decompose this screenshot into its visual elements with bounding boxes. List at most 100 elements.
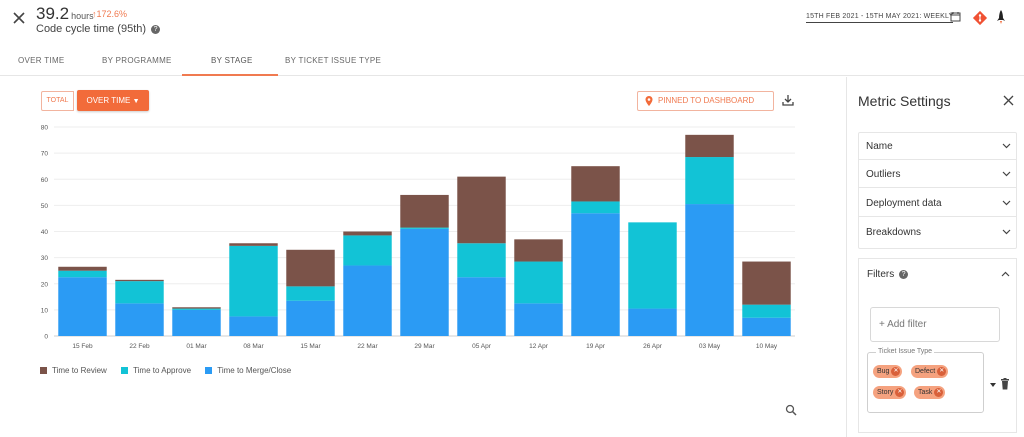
accordion-label: Name	[866, 141, 893, 152]
bar-segment[interactable]	[400, 228, 449, 336]
bar-segment[interactable]	[742, 304, 791, 318]
y-tick-label: 20	[41, 281, 49, 288]
chevron-down-icon	[1002, 229, 1011, 235]
x-tick-label: 15 Mar	[300, 343, 321, 350]
bar-segment[interactable]	[58, 277, 107, 336]
chip-remove-icon[interactable]: ✕	[895, 388, 905, 397]
bar-segment[interactable]	[172, 308, 221, 310]
bar-segment[interactable]	[628, 222, 677, 309]
info-icon[interactable]: ?	[899, 269, 909, 279]
bar-segment[interactable]	[514, 239, 563, 262]
metric-title: Code cycle time (95th) ?	[36, 23, 161, 35]
bar-segment[interactable]	[343, 235, 392, 266]
bar-segment[interactable]	[229, 245, 278, 317]
x-tick-label: 19 Apr	[586, 343, 606, 350]
chip-remove-icon[interactable]: ✕	[891, 367, 901, 376]
chip-remove-icon[interactable]: ✕	[934, 388, 944, 397]
bar-segment[interactable]	[571, 166, 620, 202]
bar-segment[interactable]	[229, 243, 278, 246]
legend-item-review[interactable]: Time to Review	[40, 366, 107, 375]
accordion-name[interactable]: Name	[858, 132, 1017, 160]
bar-segment[interactable]	[343, 265, 392, 336]
filters-header[interactable]: Filters ?	[867, 269, 909, 280]
bar-segment[interactable]	[742, 261, 791, 305]
chip-remove-icon[interactable]: ✕	[937, 367, 947, 376]
trend-value: ↑172.6%	[92, 9, 128, 19]
x-tick-label: 05 Apr	[472, 343, 492, 350]
filter-chip-story: Story ✕	[873, 386, 907, 399]
dropdown-arrow-icon[interactable]	[990, 383, 996, 387]
bar-segment[interactable]	[229, 316, 278, 336]
chip-label: Bug	[877, 368, 890, 375]
download-icon[interactable]	[781, 93, 795, 107]
bar-segment[interactable]	[58, 270, 107, 278]
x-tick-label: 22 Feb	[129, 343, 150, 350]
trash-icon[interactable]	[1000, 378, 1010, 390]
bar-segment[interactable]	[115, 279, 164, 282]
ticket-issue-type-select[interactable]: Ticket Issue Type Bug ✕ Defect ✕ Story ✕…	[867, 348, 984, 413]
over-time-dropdown-button[interactable]: OVER TIME ▼	[77, 90, 149, 111]
bar-segment[interactable]	[571, 213, 620, 336]
rocket-icon[interactable]	[992, 8, 1010, 26]
date-range-picker[interactable]: 15TH FEB 2021 - 15TH MAY 2021: WEEKLY	[806, 13, 954, 23]
accordion-outliers[interactable]: Outliers	[858, 160, 1017, 188]
bar-segment[interactable]	[400, 194, 449, 228]
pinned-to-dashboard-button[interactable]: PINNED TO DASHBOARD	[637, 91, 774, 111]
legend-item-approve[interactable]: Time to Approve	[121, 366, 191, 375]
legend-swatch-review	[40, 367, 47, 375]
y-tick-label: 10	[41, 307, 49, 314]
x-tick-label: 12 Apr	[529, 343, 549, 350]
tab-over-time[interactable]: OVER TIME	[18, 56, 65, 65]
y-tick-label: 60	[41, 177, 49, 184]
legend-swatch-approve	[121, 367, 129, 375]
bar-segment[interactable]	[457, 243, 506, 278]
bar-segment[interactable]	[58, 266, 107, 271]
close-icon[interactable]	[11, 10, 27, 26]
bar-segment[interactable]	[172, 307, 221, 309]
tab-by-stage[interactable]: BY STAGE	[211, 56, 253, 65]
total-toggle-button[interactable]: TOTAL	[41, 91, 74, 111]
tab-by-programme[interactable]: BY PROGRAMME	[102, 56, 172, 65]
over-time-label: OVER TIME	[86, 96, 131, 105]
bar-segment[interactable]	[457, 277, 506, 336]
bar-segment[interactable]	[514, 261, 563, 304]
bar-segment[interactable]	[286, 300, 335, 336]
tab-bar: OVER TIME BY PROGRAMME BY STAGE BY TICKE…	[0, 44, 1024, 76]
info-icon[interactable]: ?	[151, 24, 161, 34]
x-tick-label: 08 Mar	[243, 343, 264, 350]
accordion-deployment-data[interactable]: Deployment data	[858, 189, 1017, 217]
bar-segment[interactable]	[514, 303, 563, 336]
bar-segment[interactable]	[571, 201, 620, 214]
zoom-icon[interactable]	[785, 404, 797, 416]
chevron-up-icon[interactable]	[1001, 270, 1010, 279]
bar-segment[interactable]	[685, 157, 734, 205]
stacked-bar-chart: 0 10 20 30 40 50 60 70 80 15 Feb 22 Feb 01 Mar 08 Ma…	[41, 125, 795, 350]
add-filter-button[interactable]: + Add filter	[870, 307, 1000, 342]
bar-segment[interactable]	[286, 286, 335, 301]
bar-segment[interactable]	[115, 281, 164, 304]
bar-segment[interactable]	[628, 308, 677, 336]
add-filter-label: Add filter	[887, 319, 927, 330]
bar-segment[interactable]	[286, 249, 335, 287]
legend-item-merge[interactable]: Time to Merge/Close	[205, 366, 291, 375]
bar-segment[interactable]	[742, 317, 791, 336]
chip-label: Story	[877, 389, 894, 396]
metric-value: 39.2 hours	[36, 4, 94, 24]
metric-title-text: Code cycle time (95th)	[36, 23, 147, 35]
panel-close-icon[interactable]	[1003, 95, 1014, 106]
bar-segment[interactable]	[400, 227, 449, 229]
bar-segment[interactable]	[685, 204, 734, 336]
panel-title: Metric Settings	[858, 93, 951, 109]
filter-chip-task: Task ✕	[914, 386, 946, 399]
y-tick-label: 80	[41, 125, 49, 132]
chip-label: Task	[918, 389, 933, 396]
tab-by-ticket-issue-type[interactable]: BY TICKET ISSUE TYPE	[285, 56, 382, 65]
bar-segment[interactable]	[343, 231, 392, 236]
calendar-icon[interactable]	[950, 11, 961, 22]
accordion-breakdowns[interactable]: Breakdowns	[858, 218, 1017, 246]
bar-segment[interactable]	[172, 309, 221, 336]
trend-badge: ↑172.6%	[92, 9, 127, 19]
bar-segment[interactable]	[115, 303, 164, 336]
bar-segment[interactable]	[685, 134, 734, 158]
bar-segment[interactable]	[457, 176, 506, 244]
